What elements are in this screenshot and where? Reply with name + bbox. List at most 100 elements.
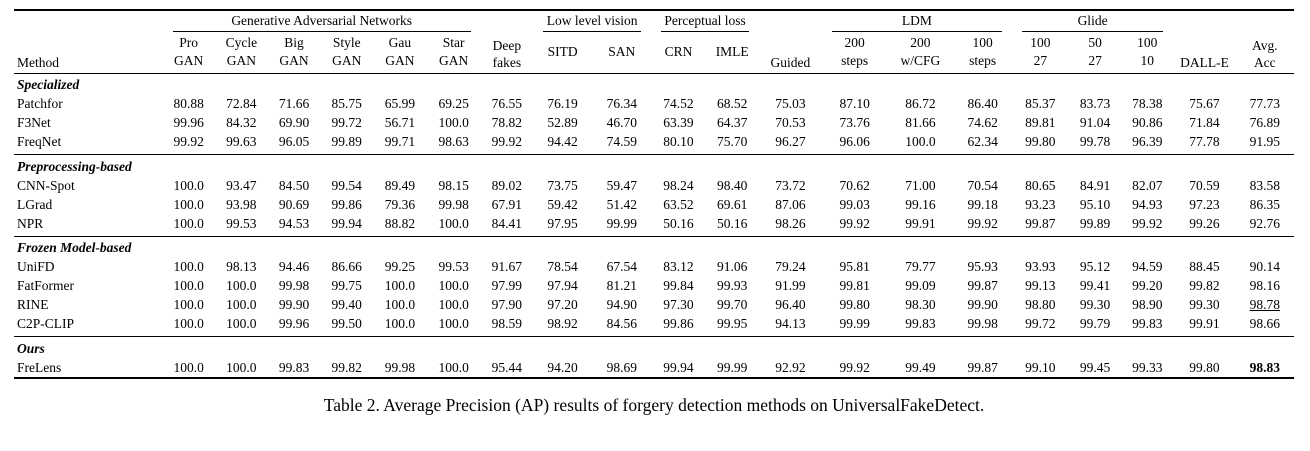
value-cell: 94.53 (267, 214, 321, 237)
table-row-rine: RINE 100.0 100.0 99.90 99.40 100.0 100.0 97.90 9… (14, 296, 1294, 315)
value-cell: 75.70 (705, 132, 759, 156)
value-cell: 99.40 (331, 297, 362, 313)
value-cell: 68.52 (717, 96, 748, 112)
value-cell: 100.0 (173, 259, 204, 275)
value-cell: 73.76 (839, 115, 870, 131)
col-header-dall-e: DALL-E (1173, 10, 1236, 74)
value-cell: 99.80 (839, 297, 870, 313)
value-cell: 99.50 (320, 314, 374, 338)
value-cell: 90.14 (1249, 259, 1280, 275)
value-cell: 82.07 (1132, 177, 1163, 193)
value-cell: 80.88 (173, 96, 204, 112)
section-row-ours: Ours (14, 337, 1294, 359)
value-cell: 95.44 (491, 359, 523, 375)
value-cell: 98.40 (717, 177, 748, 193)
value-cell: 56.71 (384, 115, 416, 131)
method-cell: NPR (14, 214, 163, 237)
value-cell: 93.93 (1025, 259, 1056, 275)
value-cell: 89.02 (491, 177, 523, 193)
value-cell: 100.0 (887, 132, 954, 156)
col-header-pro-gan: Pro GAN (162, 32, 215, 74)
value-cell: 71.66 (278, 96, 310, 112)
col-header-avg-acc: Avg. Acc (1235, 10, 1294, 74)
section-title: Preprocessing-based (17, 158, 132, 174)
value-cell: 50.16 (651, 214, 706, 237)
value-cell: 93.98 (226, 196, 257, 212)
value-cell: 86.40 (967, 96, 998, 112)
value-cell: 96.40 (775, 297, 806, 313)
value-cell: 94.13 (758, 314, 823, 338)
value-cell: 99.72 (1011, 314, 1069, 338)
method-cell: FreqNet (14, 132, 163, 156)
col-group-glide: Glide (1012, 10, 1174, 33)
col-header-50-27: 50 27 (1068, 32, 1122, 74)
value-cell: 86.35 (1249, 196, 1280, 212)
value-cell: 99.92 (953, 214, 1012, 237)
value-cell: 94.93 (1132, 196, 1163, 212)
value-cell: 79.24 (775, 259, 806, 275)
value-cell: 96.39 (1121, 132, 1174, 156)
value-cell: 84.91 (1079, 177, 1111, 193)
value-cell: 99.45 (1079, 359, 1111, 375)
value-cell: 98.26 (758, 214, 823, 237)
value-cell: 99.72 (331, 115, 362, 131)
value-cell: 95.81 (839, 259, 870, 275)
value-cell: 99.83 (278, 359, 310, 375)
value-cell: 99.94 (663, 359, 694, 375)
method-cell: FatFormer (17, 278, 74, 294)
value-cell: 76.19 (547, 96, 578, 112)
value-cell: 99.78 (1068, 132, 1122, 156)
value-cell: 52.89 (547, 115, 578, 131)
table-row-patchfor: Patchfor 80.88 72.84 71.66 85.75 65.99 69.25 76… (14, 95, 1294, 114)
value-cell: 51.42 (606, 196, 637, 212)
table-body: Specialized Patchfor 80.88 72.84 71.66 85.75 6… (14, 73, 1294, 378)
value-cell: 99.90 (278, 297, 310, 313)
value-cell: 99.99 (592, 214, 652, 237)
value-cell: 94.42 (532, 132, 593, 156)
value-cell: 100.0 (438, 359, 469, 375)
value-cell: 96.05 (267, 132, 321, 156)
value-cell: 99.70 (717, 297, 748, 313)
value-cell: 99.98 (953, 314, 1012, 338)
col-header-cycle-gan: Cycle GAN (214, 32, 268, 74)
value-cell: 97.20 (547, 297, 578, 313)
value-cell: 98.66 (1235, 314, 1294, 338)
table-caption: Table 2. Average Precision (AP) results … (323, 395, 985, 416)
col-group-generative-adversarial-networks: Generative Adversarial Networks (163, 10, 481, 33)
value-cell: 98.90 (1132, 297, 1163, 313)
value-cell: 100.0 (438, 115, 469, 131)
value-cell: 95.93 (967, 259, 998, 275)
table-row-freqnet: FreqNet 99.92 99.63 96.05 99.89 99.71 98.63 99.… (14, 132, 1294, 156)
value-cell: 91.99 (775, 278, 806, 294)
value-cell: 84.41 (480, 214, 533, 237)
col-header-200-w-cfg: 200 w/CFG (887, 32, 954, 74)
col-header-100-steps: 100 steps (953, 32, 1012, 74)
value-cell: 100.0 (438, 297, 469, 313)
value-cell: 99.82 (1189, 278, 1220, 294)
value-cell: 99.92 (839, 359, 870, 375)
value-cell: 59.42 (547, 196, 578, 212)
value-cell: 83.73 (1079, 96, 1111, 112)
method-cell: LGrad (17, 196, 53, 212)
value-cell: 100.0 (373, 314, 427, 338)
value-cell: 94.20 (547, 359, 578, 375)
value-cell: 65.99 (384, 96, 416, 112)
value-cell: 98.59 (480, 314, 533, 338)
value-cell: 97.99 (491, 278, 523, 294)
value-cell: 67.91 (491, 196, 523, 212)
value-cell: 99.80 (1189, 359, 1220, 375)
value-cell: 99.53 (438, 259, 469, 275)
value-cell: 87.06 (775, 196, 806, 212)
value-cell: 81.21 (606, 278, 637, 294)
value-cell: 100.0 (162, 214, 215, 237)
value-cell: 99.82 (331, 359, 362, 375)
value-cell: 80.10 (651, 132, 706, 156)
value-cell: 84.56 (592, 314, 652, 338)
value-cell: 99.16 (905, 196, 936, 212)
value-cell: 73.75 (547, 177, 578, 193)
value-cell: 59.47 (606, 177, 637, 193)
value-cell: 69.61 (717, 196, 748, 212)
value-cell: 99.26 (1173, 214, 1236, 237)
section-title: Ours (17, 340, 45, 356)
value-cell: 99.41 (1079, 278, 1111, 294)
